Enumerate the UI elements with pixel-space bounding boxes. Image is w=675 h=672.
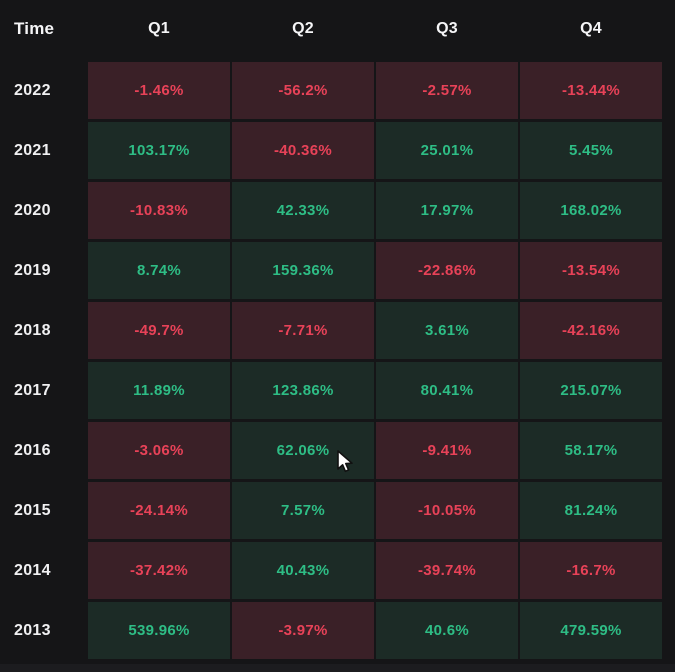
column-header-q3: Q3 xyxy=(436,20,458,37)
table-row: 2013 539.96% -3.97% 40.6% 479.59% xyxy=(0,602,675,659)
year-label: 2020 xyxy=(14,201,51,219)
heatmap-cell[interactable]: 25.01% xyxy=(376,122,518,179)
table-row: 2022 -1.46% -56.2% -2.57% -13.44% xyxy=(0,62,675,119)
table-row: 2020 -10.83% 42.33% 17.97% 168.02% xyxy=(0,182,675,239)
table-row: 2015 -24.14% 7.57% -10.05% 81.24% xyxy=(0,482,675,539)
heatmap-cell[interactable]: -24.14% xyxy=(88,482,230,539)
heatmap-cell[interactable]: 123.86% xyxy=(232,362,374,419)
heatmap-cell[interactable]: 479.59% xyxy=(520,602,662,659)
table-row: 2018 -49.7% -7.71% 3.61% -42.16% xyxy=(0,302,675,359)
heatmap-cell[interactable]: 58.17% xyxy=(520,422,662,479)
heatmap-cell[interactable]: 8.74% xyxy=(88,242,230,299)
heatmap-cell[interactable]: 81.24% xyxy=(520,482,662,539)
year-label: 2015 xyxy=(14,501,51,519)
table-row: 2017 11.89% 123.86% 80.41% 215.07% xyxy=(0,362,675,419)
heatmap-rows: 2022 -1.46% -56.2% -2.57% -13.44% 2021 103.17%… xyxy=(0,62,675,659)
heatmap-cell[interactable]: -10.05% xyxy=(376,482,518,539)
year-label: 2018 xyxy=(14,321,51,339)
year-label: 2017 xyxy=(14,381,51,399)
heatmap-cell[interactable]: 80.41% xyxy=(376,362,518,419)
heatmap-cell[interactable]: 40.43% xyxy=(232,542,374,599)
column-header-q1: Q1 xyxy=(148,20,170,37)
column-header-q4: Q4 xyxy=(580,20,602,37)
column-header-q2: Q2 xyxy=(292,20,314,37)
year-label: 2014 xyxy=(14,561,51,579)
year-label: 2022 xyxy=(14,81,51,99)
heatmap-cell[interactable]: -2.57% xyxy=(376,62,518,119)
heatmap-cell[interactable]: 40.6% xyxy=(376,602,518,659)
heatmap-cell[interactable]: -56.2% xyxy=(232,62,374,119)
heatmap-cell[interactable]: 168.02% xyxy=(520,182,662,239)
heatmap-cell[interactable]: 539.96% xyxy=(88,602,230,659)
heatmap-cell[interactable]: -3.06% xyxy=(88,422,230,479)
heatmap-cell[interactable]: 103.17% xyxy=(88,122,230,179)
heatmap-cell[interactable]: 159.36% xyxy=(232,242,374,299)
heatmap-cell[interactable]: -16.7% xyxy=(520,542,662,599)
table-row: 2014 -37.42% 40.43% -39.74% -16.7% xyxy=(0,542,675,599)
heatmap-cell[interactable]: 3.61% xyxy=(376,302,518,359)
heatmap-cell[interactable]: -9.41% xyxy=(376,422,518,479)
bottom-bar xyxy=(0,664,675,672)
heatmap-cell[interactable]: 215.07% xyxy=(520,362,662,419)
year-label: 2019 xyxy=(14,261,51,279)
heatmap-cell[interactable]: -1.46% xyxy=(88,62,230,119)
year-label: 2013 xyxy=(14,621,51,639)
time-column-header: Time xyxy=(14,19,55,38)
heatmap-cell[interactable]: 17.97% xyxy=(376,182,518,239)
year-label: 2021 xyxy=(14,141,51,159)
table-row: 2016 -3.06% 62.06% -9.41% 58.17% xyxy=(0,422,675,479)
heatmap-cell[interactable]: 7.57% xyxy=(232,482,374,539)
heatmap-cell[interactable]: -3.97% xyxy=(232,602,374,659)
heatmap-cell[interactable]: 42.33% xyxy=(232,182,374,239)
table-row: 2021 103.17% -40.36% 25.01% 5.45% xyxy=(0,122,675,179)
table-row: 2019 8.74% 159.36% -22.86% -13.54% xyxy=(0,242,675,299)
heatmap-cell[interactable]: -10.83% xyxy=(88,182,230,239)
heatmap-cell[interactable]: -22.86% xyxy=(376,242,518,299)
heatmap-cell[interactable]: 11.89% xyxy=(88,362,230,419)
heatmap-cell[interactable]: -37.42% xyxy=(88,542,230,599)
heatmap-cell[interactable]: 5.45% xyxy=(520,122,662,179)
heatmap-cell[interactable]: -40.36% xyxy=(232,122,374,179)
year-label: 2016 xyxy=(14,441,51,459)
heatmap-cell[interactable]: -7.71% xyxy=(232,302,374,359)
heatmap-cell[interactable]: -39.74% xyxy=(376,542,518,599)
heatmap-cell[interactable]: -13.44% xyxy=(520,62,662,119)
header-row: Time Q1 Q2 Q3 Q4 xyxy=(0,0,675,58)
heatmap-cell[interactable]: 62.06% xyxy=(232,422,374,479)
heatmap-cell[interactable]: -49.7% xyxy=(88,302,230,359)
heatmap-cell[interactable]: -13.54% xyxy=(520,242,662,299)
heatmap-cell[interactable]: -42.16% xyxy=(520,302,662,359)
